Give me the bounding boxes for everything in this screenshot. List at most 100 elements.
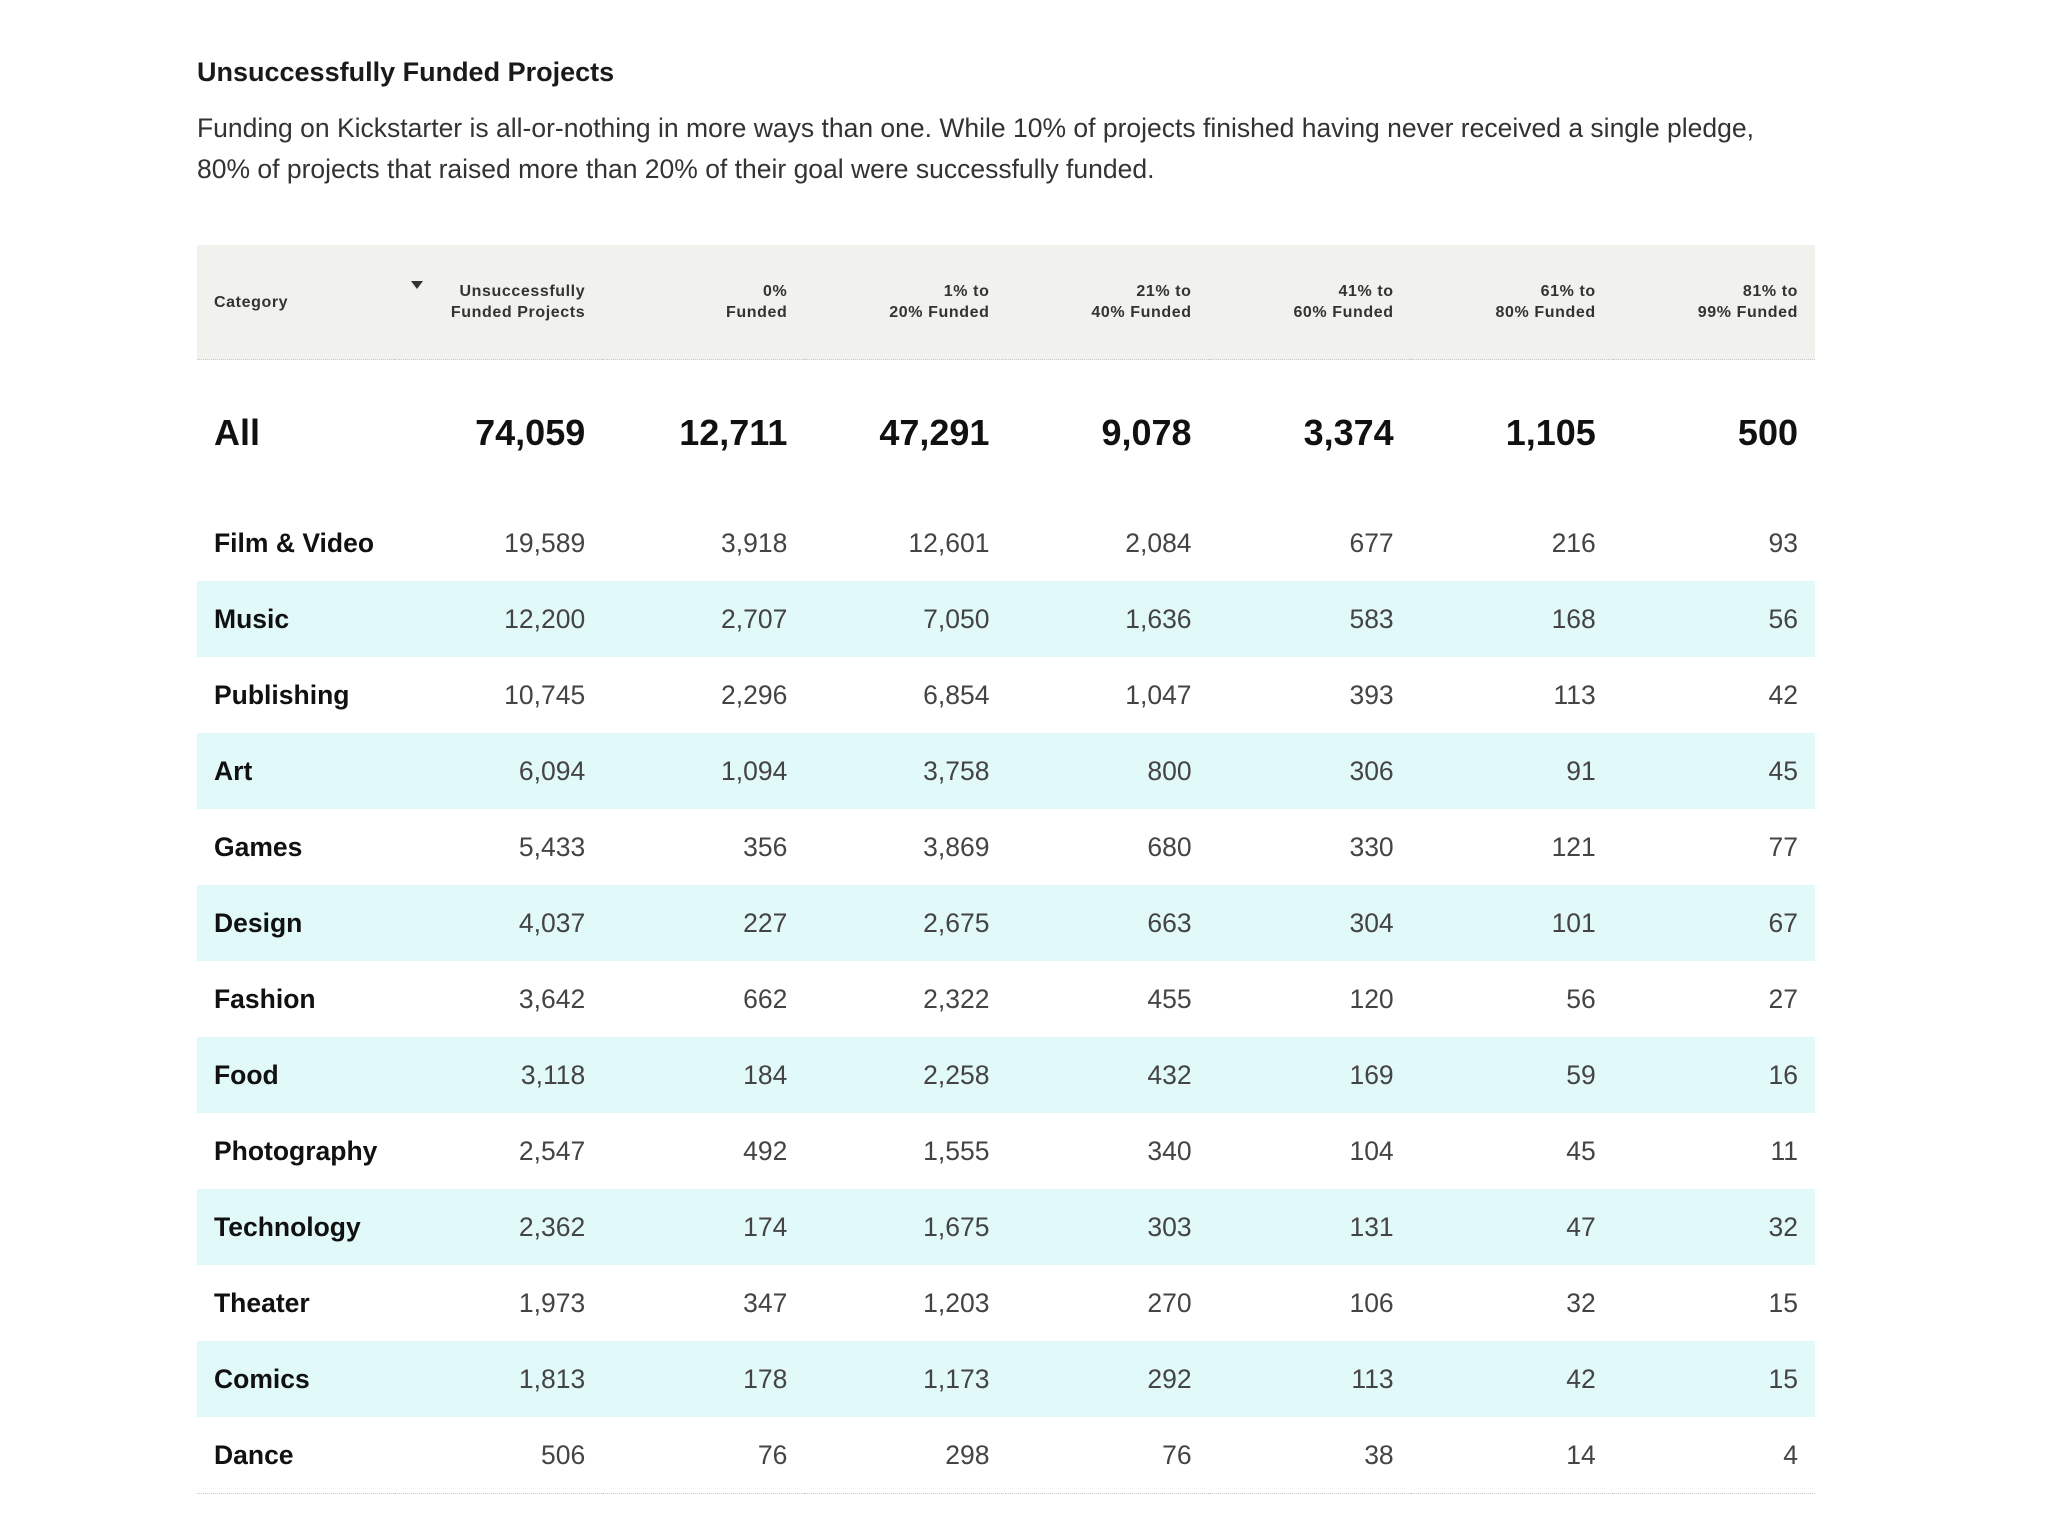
table-row: Design 4,037 227 2,675 663 304 101 67 [197, 885, 1815, 961]
table-cell: 131 [1208, 1189, 1411, 1265]
table-cell: 45 [1566, 1135, 1596, 1166]
table-cell: 178 [602, 1341, 805, 1417]
table-cell: 2,547 [518, 1135, 586, 1166]
column-header-label: Unsuccessfully [459, 283, 586, 300]
table-cell: 680 [1147, 831, 1192, 862]
column-header-0-funded[interactable]: 0% Funded [602, 245, 805, 360]
table-cell: 6,094 [394, 733, 603, 809]
table-cell: 14 [1410, 1417, 1613, 1494]
table-cell: 120 [1349, 983, 1394, 1014]
table-cell: 56 [1612, 581, 1815, 657]
table-cell: 270 [1147, 1287, 1192, 1318]
table-cell: 506 [394, 1417, 603, 1494]
table-cell: Fashion [214, 983, 316, 1014]
page-content: Unsuccessfully Funded Projects Funding o… [197, 50, 1815, 1494]
table-row: Theater 1,973 347 1,203 270 106 32 15 [197, 1265, 1815, 1341]
table-row-all: All 74,059 12,711 47,291 9,078 3,374 1,1… [197, 360, 1815, 506]
column-header-label: 41% to [1338, 283, 1394, 300]
table-cell: 1,813 [394, 1341, 603, 1417]
table-cell: 11 [1770, 1135, 1798, 1166]
column-header-label: 60% Funded [1293, 304, 1394, 321]
column-header-41-60-funded[interactable]: 41% to 60% Funded [1208, 245, 1411, 360]
table-cell: 32 [1612, 1189, 1815, 1265]
table-cell: 677 [1349, 527, 1394, 558]
table-cell: 1,636 [1006, 581, 1209, 657]
table-cell: 1,173 [804, 1341, 1007, 1417]
table-cell: 113 [1208, 1341, 1411, 1417]
column-header-unsuccessfully-funded[interactable]: Unsuccessfully Funded Projects [394, 245, 603, 360]
table-cell: 340 [1147, 1135, 1192, 1166]
table-cell: 104 [1349, 1135, 1394, 1166]
table-cell: All [214, 411, 261, 453]
table-cell: 113 [1553, 679, 1596, 710]
table-cell: 356 [743, 831, 788, 862]
table-cell: 12,200 [394, 581, 603, 657]
column-header-label: 61% to [1540, 283, 1596, 300]
column-header-label: 0% [763, 283, 788, 300]
table-cell: 45 [1612, 733, 1815, 809]
table-cell: 3,118 [394, 1037, 603, 1113]
table-cell: Publishing [214, 679, 350, 710]
table-row: Film & Video 19,589 3,918 12,601 2,084 6… [197, 505, 1815, 581]
table-cell: 56 [1566, 983, 1596, 1014]
table-row: Comics 1,813 178 1,173 292 113 42 15 [197, 1341, 1815, 1417]
table-row: Fashion 3,642 662 2,322 455 120 56 27 [197, 961, 1815, 1037]
table-cell: 16 [1612, 1037, 1815, 1113]
table-cell: 12,711 [679, 411, 788, 453]
table-cell: 3,642 [518, 983, 586, 1014]
table-cell: 2,675 [804, 885, 1007, 961]
table-cell: 59 [1410, 1037, 1613, 1113]
table-cell: 91 [1410, 733, 1613, 809]
table-cell: 393 [1349, 679, 1394, 710]
table-cell: 106 [1349, 1287, 1394, 1318]
table-cell: 4,037 [394, 885, 603, 961]
table-cell: 38 [1208, 1417, 1411, 1494]
table-row: Art 6,094 1,094 3,758 800 306 91 45 [197, 733, 1815, 809]
table-cell: 5,433 [518, 831, 586, 862]
table-cell: 168 [1410, 581, 1613, 657]
table-row: Publishing 10,745 2,296 6,854 1,047 393 … [197, 657, 1815, 733]
table-header-row: Category Unsuccessfully Funded Projects … [197, 245, 1815, 360]
table-row: Food 3,118 184 2,258 432 169 59 16 [197, 1037, 1815, 1113]
table-cell: 1,047 [1125, 679, 1192, 710]
table-cell: 19,589 [504, 527, 586, 558]
column-header-81-99-funded[interactable]: 81% to 99% Funded [1612, 245, 1815, 360]
table-cell: 184 [602, 1037, 805, 1113]
column-header-label: Category [214, 293, 289, 311]
table-cell: 3,918 [721, 527, 788, 558]
table-cell: 304 [1208, 885, 1411, 961]
table-cell: 4 [1612, 1417, 1815, 1494]
table-cell: 67 [1612, 885, 1815, 961]
table-cell: 292 [1006, 1341, 1209, 1417]
table-cell: 800 [1006, 733, 1209, 809]
table-cell: 76 [1006, 1417, 1209, 1494]
column-header-label: 80% Funded [1495, 304, 1596, 321]
table-cell: Dance [197, 1417, 395, 1494]
table-cell: 2,362 [394, 1189, 603, 1265]
table-cell: 216 [1551, 527, 1596, 558]
table-cell: Design [197, 885, 395, 961]
column-header-21-40-funded[interactable]: 21% to 40% Funded [1006, 245, 1209, 360]
table-cell: 1,555 [923, 1135, 990, 1166]
table-cell: 3,869 [923, 831, 990, 862]
table-cell: 2,322 [923, 983, 990, 1014]
table-cell: 47,291 [879, 411, 990, 453]
table-cell: 2,084 [1125, 527, 1192, 558]
table-cell: 15 [1612, 1341, 1815, 1417]
column-header-label: 20% Funded [889, 304, 990, 321]
table-cell: 101 [1410, 885, 1613, 961]
table-cell: 42 [1410, 1341, 1613, 1417]
column-header-label: Funded [725, 304, 788, 321]
table-cell: 74,059 [475, 411, 586, 453]
column-header-61-80-funded[interactable]: 61% to 80% Funded [1410, 245, 1613, 360]
table-cell: 330 [1349, 831, 1394, 862]
table-cell: 93 [1768, 527, 1798, 558]
column-header-category[interactable]: Category [197, 245, 395, 360]
section-title: Unsuccessfully Funded Projects [197, 57, 615, 87]
column-header-1-20-funded[interactable]: 1% to 20% Funded [804, 245, 1007, 360]
column-header-label: 99% Funded [1697, 304, 1798, 321]
table-cell: Games [214, 831, 303, 862]
table-cell: 9,078 [1101, 411, 1192, 453]
column-header-label: 21% to [1136, 283, 1192, 300]
table-cell: 455 [1147, 983, 1192, 1014]
